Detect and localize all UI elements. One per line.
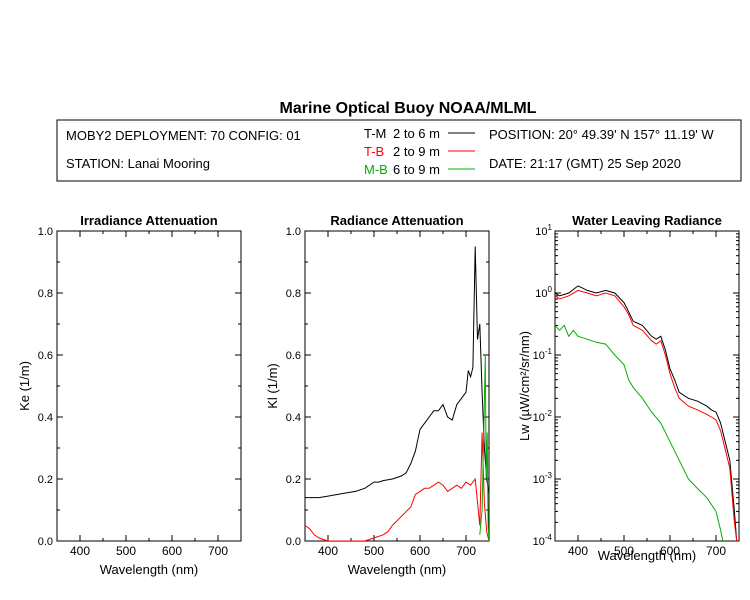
plot-frame-2 [304, 230, 490, 542]
charts: Irradiance Attenuation 400 500 600 700 0.0 0.2… [17, 213, 740, 577]
station-label: STATION: Lanai Mooring [66, 156, 210, 171]
y-tick-label: 0.4 [286, 412, 301, 424]
info-box [56, 119, 742, 182]
x-tick-label: 700 [208, 544, 228, 558]
chart-title-1: Irradiance Attenuation [80, 213, 218, 228]
x-tick-label: 400 [70, 544, 90, 558]
date-label: DATE: 21:17 (GMT) 25 Sep 2020 [489, 156, 681, 171]
plot-frame-3 [554, 230, 740, 542]
series-line-t-b [305, 432, 489, 541]
x-tick-label: 500 [614, 544, 634, 558]
x-tick-label: 500 [364, 544, 384, 558]
y-tick-label: 1.0 [38, 226, 53, 238]
x-tick-label: 600 [162, 544, 182, 558]
x-tick-label: 500 [116, 544, 136, 558]
y-tick-label: 0.8 [38, 288, 53, 300]
y-tick-label: 1.0 [286, 226, 301, 238]
chart-title-3: Water Leaving Radiance [572, 213, 722, 228]
y-tick-label: 0.2 [286, 474, 301, 486]
x-tick-label: 700 [456, 544, 476, 558]
y-tick-label: 10-4 [533, 533, 553, 548]
x-tick-label: 400 [568, 544, 588, 558]
chart-panel-3: Water Leaving Radiance 400 500 600 700 101 100… [517, 213, 740, 563]
series-line-t-m [555, 285, 738, 541]
legend-abbr-tm: T-M [364, 126, 386, 141]
series-line-m-b [555, 324, 724, 541]
legend-range-mb: 6 to 9 m [393, 162, 440, 177]
y-axis-label-1: Ke (1/m) [17, 361, 32, 411]
figure-title: Marine Optical Buoy NOAA/MLML [280, 100, 537, 117]
chart-title-2: Radiance Attenuation [330, 213, 463, 228]
y-tick-label: 10-2 [533, 409, 553, 424]
y-tick-label: 10-3 [533, 471, 553, 486]
series-line-t-m [305, 246, 489, 499]
x-axis-label-3: Wavelength (nm) [598, 548, 697, 563]
y-axis-label-2: Kl (1/m) [265, 363, 280, 409]
plot-frame-1 [56, 230, 242, 542]
series-line-t-b [555, 289, 738, 541]
y-tick-label: 0.0 [38, 536, 53, 548]
legend-range-tm: 2 to 6 m [393, 126, 440, 141]
legend: T-M 2 to 6 m T-B 2 to 9 m M-B 6 to 9 m [364, 126, 475, 177]
legend-abbr-tb: T-B [364, 144, 384, 159]
chart-panel-1: Irradiance Attenuation 400 500 600 700 0.0 0.2… [17, 213, 242, 577]
y-tick-label: 0.4 [38, 412, 53, 424]
y-tick-label: 100 [535, 285, 552, 300]
x-tick-label: 600 [660, 544, 680, 558]
x-tick-label: 400 [318, 544, 338, 558]
deployment-label: MOBY2 DEPLOYMENT: 70 CONFIG: 01 [66, 128, 301, 143]
y-tick-label: 0.6 [38, 350, 53, 362]
y-tick-label: 0.2 [38, 474, 53, 486]
chart-panel-2: Radiance Attenuation 400 500 600 700 0.0 0.2 0.… [265, 213, 490, 577]
y-tick-label: 101 [535, 223, 552, 238]
y-axis-label-3: Lw (µW/cm²/sr/nm) [517, 331, 532, 441]
x-tick-label: 700 [706, 544, 726, 558]
y-tick-label: 10-1 [533, 347, 553, 362]
y-tick-label: 0.6 [286, 350, 301, 362]
x-axis-label-1: Wavelength (nm) [100, 562, 199, 577]
x-tick-label: 600 [410, 544, 430, 558]
position-label: POSITION: 20° 49.39' N 157° 11.19' W [489, 127, 714, 142]
y-tick-label: 0.0 [286, 536, 301, 548]
x-axis-label-2: Wavelength (nm) [348, 562, 447, 577]
legend-range-tb: 2 to 9 m [393, 144, 440, 159]
series-line-m-b [479, 354, 489, 541]
y-tick-label: 0.8 [286, 288, 301, 300]
legend-abbr-mb: M-B [364, 162, 388, 177]
